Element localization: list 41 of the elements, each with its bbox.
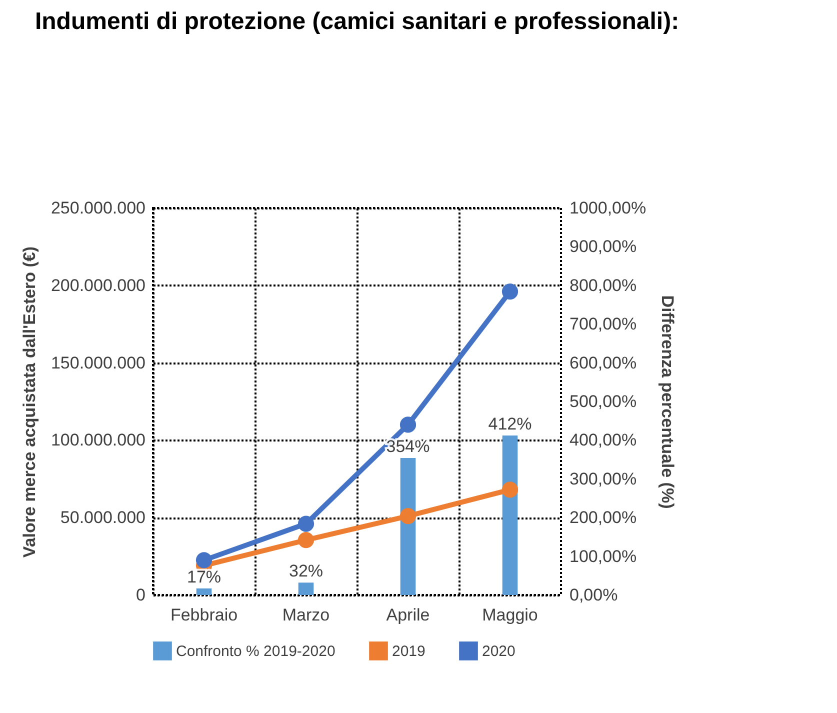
- y2-tick-label: 500,00%: [570, 392, 637, 411]
- data-label: 32%: [288, 562, 324, 581]
- point: [196, 552, 212, 568]
- bar: [298, 582, 314, 595]
- y2-tick-label: 900,00%: [570, 237, 637, 256]
- y-tick-label: 150.000.000: [50, 353, 146, 372]
- y2-tick-label: 800,00%: [570, 276, 637, 295]
- x-tick-label: Maggio: [482, 606, 538, 624]
- legend-label: Confronto % 2019-2020: [176, 642, 336, 660]
- y2-tick-label: 300,00%: [570, 469, 637, 488]
- bar: [196, 588, 212, 595]
- data-label: 17%: [186, 567, 222, 586]
- y2-tick-label: 100,00%: [570, 546, 637, 566]
- legend-label: 2019: [392, 642, 426, 660]
- x-tick-label: Febbraio: [170, 606, 238, 624]
- x-tick-label: Aprile: [386, 606, 430, 624]
- chart-title: Indumenti di protezione (camici sanitari e professionali):: [34, 8, 680, 35]
- y2-tick-label: 1000,00%: [570, 198, 646, 218]
- data-label: 354%: [386, 437, 430, 456]
- point: [298, 532, 314, 548]
- bar: [502, 436, 518, 595]
- y-tick-label: 100.000.000: [50, 430, 146, 450]
- y-axis-title: Valore merce acquistata dall'Estero (€): [20, 246, 39, 558]
- y2-tick-label: 0,00%: [570, 586, 618, 604]
- y2-tick-label: 700,00%: [570, 314, 637, 334]
- point: [400, 416, 416, 433]
- y-tick-label: 250.000.000: [50, 198, 146, 218]
- y2-tick-label: 200,00%: [570, 508, 637, 528]
- x-tick-label: Marzo: [282, 606, 330, 624]
- y-tick-label: 50.000.000: [60, 508, 146, 528]
- point: [298, 516, 314, 532]
- point: [502, 284, 518, 300]
- legend-label: 2020: [482, 642, 516, 660]
- point: [502, 482, 518, 498]
- data-label: 412%: [488, 414, 532, 434]
- y-tick-label: 200.000.000: [50, 276, 146, 295]
- y-tick-label: 0: [136, 586, 146, 604]
- y2-tick-label: 400,00%: [570, 430, 637, 450]
- y2-axis-title: Differenza percentuale (%): [658, 295, 678, 509]
- point: [400, 508, 416, 524]
- y2-tick-label: 600,00%: [570, 353, 637, 372]
